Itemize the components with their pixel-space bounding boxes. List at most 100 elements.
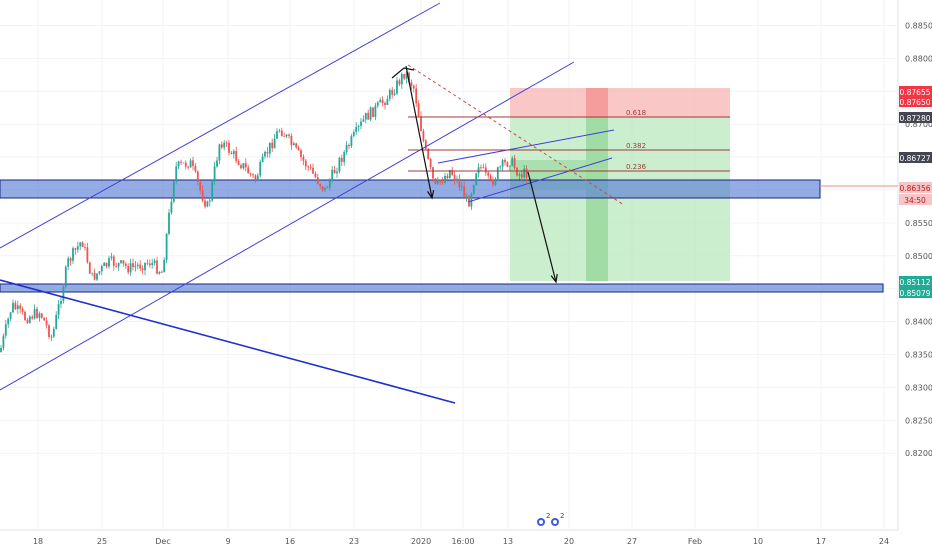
candle-body [196,171,199,182]
candle [235,146,238,164]
candle [336,167,338,178]
candle [384,101,386,110]
candle [76,241,79,253]
candle-body [475,173,478,186]
candle [302,154,305,166]
candle-body [26,320,29,323]
candle-body [362,119,365,122]
candle [261,153,264,163]
candle-body [252,174,254,176]
candle-body [120,260,122,263]
candle-body [456,178,458,181]
x-tick-label: 18 [33,537,43,546]
candle-body [117,262,120,267]
candle-body [48,325,50,337]
candle-body [100,266,103,272]
candle-body [319,183,322,187]
candle [112,254,115,271]
resistance-zone [0,179,821,199]
descending-trendline [0,279,456,404]
candle-body [98,271,101,274]
candle [496,166,499,180]
candle-body [331,169,334,181]
candle-body [285,134,288,137]
candle [309,164,312,171]
candle-body [424,140,427,149]
candle-body [28,316,31,323]
drop-arrow-2-head [550,274,558,284]
candle-body [340,157,343,162]
candle [208,197,211,207]
drop-arrow-2 [527,171,558,284]
candle [43,317,46,321]
x-tick-label: 23 [349,537,359,546]
candle [175,162,178,185]
candle [420,111,422,132]
event-marker-count: 2 [546,512,550,520]
candle-body [180,161,182,163]
candle-body [518,174,521,176]
candle [249,172,252,177]
candle [216,156,218,168]
candle [21,306,24,315]
dashed-trendline [407,64,625,206]
candles-layer [0,68,528,353]
candle-body [516,167,518,176]
candle-body [309,167,312,168]
candle [393,89,396,96]
candle-body [136,264,139,266]
time-axis[interactable]: 18 25 Dec 9 16 23 2020 16:00 13 20 27 Feb 10 17 24 2 2 [33,512,889,546]
candle-body [184,162,187,167]
candle-body [50,336,53,338]
candle [352,129,355,138]
candle [180,159,182,166]
candle [57,300,60,320]
price-label-bg [899,86,932,97]
candle-body [280,130,283,137]
candle [396,77,398,96]
candle [264,150,266,159]
price-label-text: 0.87280 [899,114,930,123]
candle-body [357,125,360,127]
candle [55,311,58,330]
candle-body [146,262,149,264]
candle [24,310,26,321]
candle-body [525,168,528,178]
candle [312,163,314,175]
candle-body [321,186,324,190]
candle [64,265,67,289]
candle [7,317,10,329]
candle-body [283,136,286,137]
candle-body [225,142,228,144]
candle [2,333,5,351]
candle [69,256,72,266]
candle-body [168,212,170,234]
candle-body [355,126,358,133]
candle [475,172,478,186]
candle-body [316,177,319,184]
candle [153,258,156,266]
candle [182,162,185,164]
candle-body [290,135,293,146]
candle-body [19,305,22,309]
candle [266,147,269,158]
price-axis[interactable]: 0.885000.880000.875000.870000.865000.860… [899,22,932,459]
candle [355,122,358,136]
candle [206,200,209,208]
candle-body [242,163,245,169]
grid [0,0,899,531]
candle [117,262,120,271]
candle [506,161,509,168]
candle [489,174,492,182]
candle [151,258,154,269]
candle-body [504,159,506,163]
candle [480,164,482,171]
candle-body [232,151,235,154]
candle-body [336,171,338,174]
candle [441,177,444,185]
candle [453,171,456,185]
candle [122,260,125,267]
